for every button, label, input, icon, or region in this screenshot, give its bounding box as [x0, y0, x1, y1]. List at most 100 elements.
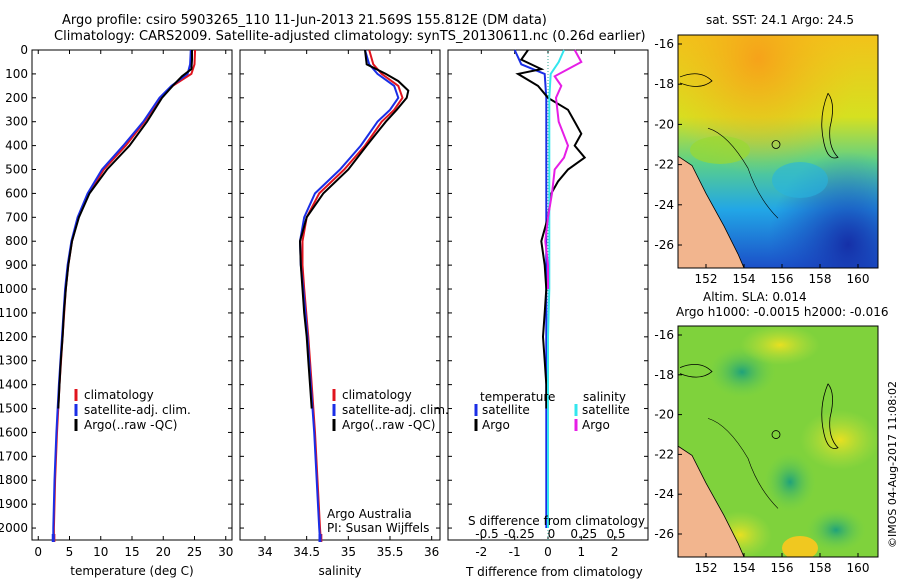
sla-high	[782, 536, 818, 557]
depth-tick-label: 1200	[0, 330, 28, 344]
legend-label-0: climatology	[342, 388, 412, 402]
depth-tick-label: 600	[5, 186, 28, 200]
depth-tick-label: 400	[5, 139, 28, 153]
depth-tick-label: 1500	[0, 402, 28, 416]
s-difference-label: S difference from climatology	[468, 514, 645, 528]
series-line-cyan	[547, 49, 565, 528]
x-tick-label: 34.5	[293, 545, 320, 559]
legend-header-salinity: salinity	[583, 390, 627, 404]
land	[678, 445, 745, 557]
depth-tick-label: 800	[5, 234, 28, 248]
depth-tick-label: 100	[5, 67, 28, 81]
x-tick-label: 10	[93, 545, 108, 559]
x-tick-label: -1	[509, 545, 521, 559]
panel-temperature: 0100200300400500600700800900100011001200…	[0, 43, 233, 578]
header-line2: Climatology: CARS2009. Satellite-adjuste…	[54, 29, 646, 44]
sla-eddy	[764, 452, 816, 512]
depth-tick-label: 1600	[0, 425, 28, 439]
map-field-sst	[678, 35, 878, 268]
depth-tick-label: 1900	[0, 497, 28, 511]
lat-tick-label: -26	[654, 527, 674, 541]
x-tick-label: 15	[124, 545, 139, 559]
x-tick-label: 25	[187, 545, 202, 559]
x-tick-label: 35.5	[377, 545, 404, 559]
lon-tick-label: 154	[733, 561, 756, 575]
panel-difference: -2 -1 0 1 2-0.5 -0.25 0 0.25 0.5satelliteArgosat…	[447, 49, 649, 559]
depth-tick-label: 2000	[0, 521, 28, 535]
header-line1: Argo profile: csiro 5903265_110 11-Jun-2…	[62, 13, 547, 28]
lon-tick-label: 152	[695, 561, 718, 575]
s-diff-tick-label: 0.25	[570, 527, 597, 541]
series-line-magenta	[544, 49, 583, 289]
map-field-sla	[678, 326, 878, 557]
plot-frame-temperature	[31, 49, 233, 541]
x-tick-label: 35	[341, 545, 356, 559]
legend-label-0-1: Argo	[482, 418, 510, 432]
x-tick-label: 34	[257, 545, 272, 559]
legend-label-1-0: satellite	[582, 403, 630, 417]
x-tick-label: 20	[156, 545, 171, 559]
legend-label-1: satellite-adj. clim.	[342, 403, 449, 417]
contour	[679, 73, 713, 87]
plot-frame-salinity	[239, 49, 441, 541]
lon-tick-label: 158	[809, 272, 832, 286]
t-difference-xlabel: T difference from climatology	[466, 565, 643, 579]
sst-patch	[772, 162, 828, 198]
shelf-contour	[707, 418, 779, 509]
series-line-blue	[298, 49, 400, 541]
pi-label: PI: Susan Wijffels	[327, 521, 430, 535]
legend-label-0: climatology	[84, 388, 154, 402]
map-frame	[677, 325, 879, 558]
lon-tick-label: 154	[733, 272, 756, 286]
x-tick-label: 0	[544, 545, 552, 559]
seamount-outline	[771, 140, 781, 149]
argo-australia-label: Argo Australia	[327, 507, 412, 521]
shelf-contour	[707, 127, 779, 219]
depth-tick-label: 900	[5, 258, 28, 272]
lat-tick-label: -26	[654, 238, 674, 252]
lat-tick-label: -20	[654, 408, 674, 422]
x-tick-label: 1	[578, 545, 586, 559]
lat-tick-label: -22	[654, 447, 674, 461]
lat-tick-label: -24	[654, 198, 674, 212]
depth-tick-label: 1700	[0, 449, 28, 463]
lat-tick-label: -18	[654, 77, 674, 91]
seamount-outline	[771, 430, 781, 439]
depth-tick-label: 0	[20, 43, 28, 57]
land	[678, 155, 745, 268]
series-line-black	[298, 49, 410, 409]
lat-tick-label: -24	[654, 487, 674, 501]
s-diff-tick-label: -0.5	[475, 527, 498, 541]
sla-high	[800, 410, 878, 470]
x-tick-label: 30	[218, 545, 233, 559]
x-axis-label: temperature (deg C)	[70, 564, 193, 578]
footer-stamp: ©IMOS 04-Aug-2017 11:08:02	[886, 381, 899, 548]
reef-outline	[821, 383, 839, 449]
panel-salinity: 34 34.5 35 35.5 36 salinity climatologysatelli…	[239, 49, 449, 578]
lat-tick-label: -18	[654, 368, 674, 382]
depth-tick-label: 700	[5, 210, 28, 224]
sla-high	[740, 326, 820, 365]
lon-tick-label: 152	[695, 272, 718, 286]
x-tick-label: -2	[475, 545, 487, 559]
x-tick-label: 0	[34, 545, 42, 559]
legend-label-2: Argo(..raw -QC)	[342, 418, 435, 432]
x-tick-label: 36	[424, 545, 439, 559]
legend-label-1: satellite-adj. clim.	[84, 403, 191, 417]
map-frame	[677, 34, 879, 269]
depth-tick-label: 1400	[0, 378, 28, 392]
depth-tick-label: 1100	[0, 306, 28, 320]
legend-header-temperature: temperature	[480, 390, 556, 404]
contour	[679, 363, 713, 378]
s-diff-tick-label: 0	[548, 527, 556, 541]
sst-patch	[690, 136, 750, 164]
lat-tick-label: -20	[654, 117, 674, 131]
series-line-black	[57, 50, 193, 409]
lat-tick-label: -22	[654, 158, 674, 172]
lon-tick-label: 160	[847, 561, 870, 575]
s-diff-tick-label: -0.25	[504, 527, 535, 541]
map-sla-title-line1: Altim. SLA: 0.014	[703, 290, 807, 304]
x-tick-label: 5	[66, 545, 74, 559]
